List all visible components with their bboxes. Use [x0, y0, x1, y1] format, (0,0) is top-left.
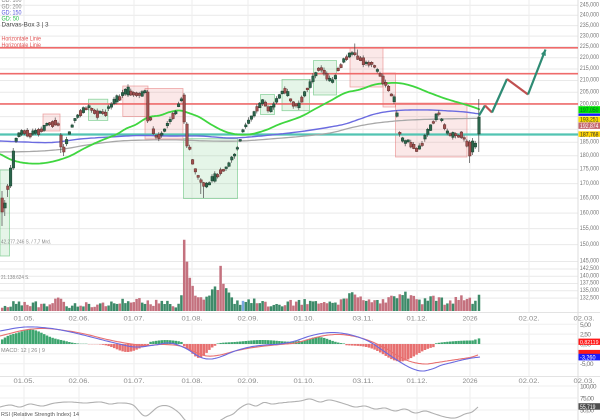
svg-text:205,000: 205,000 — [580, 88, 599, 95]
svg-text:01.08.: 01.08. — [182, 378, 203, 385]
svg-text:01.07.: 01.07. — [124, 378, 145, 385]
svg-text:100,00: 100,00 — [580, 384, 597, 391]
svg-text:5,00: 5,00 — [580, 322, 591, 329]
svg-text:GD: 50: GD: 50 — [2, 16, 20, 23]
svg-text:MACD: 12 | 26 | 9: MACD: 12 | 26 | 9 — [1, 348, 45, 354]
svg-text:03.11.: 03.11. — [353, 315, 374, 322]
svg-text:02.06.: 02.06. — [69, 378, 90, 385]
svg-text:02.09.: 02.09. — [238, 378, 259, 385]
svg-text:-3,260: -3,260 — [580, 354, 596, 361]
svg-text:145,000: 145,000 — [580, 258, 599, 265]
svg-text:160,000: 160,000 — [580, 209, 599, 216]
svg-text:220,000: 220,000 — [580, 54, 599, 61]
svg-text:0,00: 0,00 — [580, 342, 591, 349]
svg-text:187,768: 187,768 — [580, 131, 599, 138]
svg-text:193,251: 193,251 — [580, 117, 599, 124]
svg-text:75,00: 75,00 — [580, 396, 594, 403]
svg-text:01.12.: 01.12. — [407, 378, 428, 385]
svg-text:180,000: 180,000 — [580, 152, 599, 159]
svg-text:175,000: 175,000 — [580, 166, 599, 173]
svg-text:142,500: 142,500 — [580, 265, 599, 272]
svg-text:140,000: 140,000 — [580, 273, 599, 280]
svg-text:135,000: 135,000 — [580, 287, 599, 294]
svg-text:GD: 150: GD: 150 — [2, 10, 22, 17]
svg-text:01.08.: 01.08. — [182, 315, 203, 322]
svg-text:150,000: 150,000 — [580, 241, 599, 248]
svg-text:01.12.: 01.12. — [407, 315, 428, 322]
svg-text:2026: 2026 — [462, 315, 477, 322]
svg-text:02.02.: 02.02. — [519, 315, 540, 322]
svg-text:210,000: 210,000 — [580, 77, 599, 84]
svg-text:240,000: 240,000 — [580, 12, 599, 19]
svg-text:0,82119: 0,82119 — [580, 340, 599, 346]
svg-text:01.05.: 01.05. — [14, 378, 35, 385]
svg-text:02.03.: 02.03. — [574, 315, 595, 322]
svg-text:2026: 2026 — [462, 378, 477, 385]
svg-text:192,874: 192,874 — [580, 123, 599, 130]
svg-text:RSI (Relative Strength Index): RSI (Relative Strength Index) 14 — [1, 412, 79, 418]
svg-text:02.03.: 02.03. — [574, 378, 595, 385]
svg-text:230,000: 230,000 — [580, 32, 599, 39]
svg-text:170,000: 170,000 — [580, 180, 599, 187]
svg-text:Darvas-Box 3 | 3: Darvas-Box 3 | 3 — [2, 22, 49, 29]
svg-text:137,500: 137,500 — [580, 280, 599, 287]
svg-text:03.11.: 03.11. — [353, 378, 374, 385]
svg-text:132,500: 132,500 — [580, 294, 599, 301]
svg-text:165,000: 165,000 — [580, 194, 599, 201]
svg-text:50,00: 50,00 — [580, 408, 594, 415]
svg-text:-5,00: -5,00 — [580, 361, 594, 368]
svg-text:01.07.: 01.07. — [124, 315, 145, 322]
svg-text:55,719: 55,719 — [580, 404, 596, 411]
svg-text:01.10.: 01.10. — [294, 315, 315, 322]
svg-text:215,000: 215,000 — [580, 65, 599, 72]
svg-text:02.09.: 02.09. — [238, 315, 259, 322]
svg-text:GD: 100: GD: 100 — [2, 0, 22, 4]
svg-text:01.05.: 01.05. — [14, 315, 35, 322]
svg-text:225,000: 225,000 — [580, 43, 599, 50]
svg-text:2,50: 2,50 — [580, 332, 591, 339]
svg-text:200,000: 200,000 — [580, 101, 599, 108]
svg-text:02.06.: 02.06. — [69, 315, 90, 322]
svg-text:GD: 200: GD: 200 — [2, 4, 22, 11]
svg-text:155,000: 155,000 — [580, 225, 599, 232]
svg-text:245,000: 245,000 — [580, 2, 599, 9]
svg-text:42.277.246 S. / 7,7 Mrd.: 42.277.246 S. / 7,7 Mrd. — [1, 240, 51, 246]
svg-text:185,000: 185,000 — [580, 139, 599, 146]
svg-text:235,000: 235,000 — [580, 22, 599, 29]
svg-text:Horizontale Linie: Horizontale Linie — [2, 35, 42, 42]
svg-text:21.138.624 S.: 21.138.624 S. — [1, 275, 30, 281]
svg-text:01.10.: 01.10. — [294, 378, 315, 385]
svg-text:02.02.: 02.02. — [519, 378, 540, 385]
svg-text:197,050: 197,050 — [580, 107, 599, 114]
svg-text:Horizontale Linie: Horizontale Linie — [2, 42, 42, 49]
